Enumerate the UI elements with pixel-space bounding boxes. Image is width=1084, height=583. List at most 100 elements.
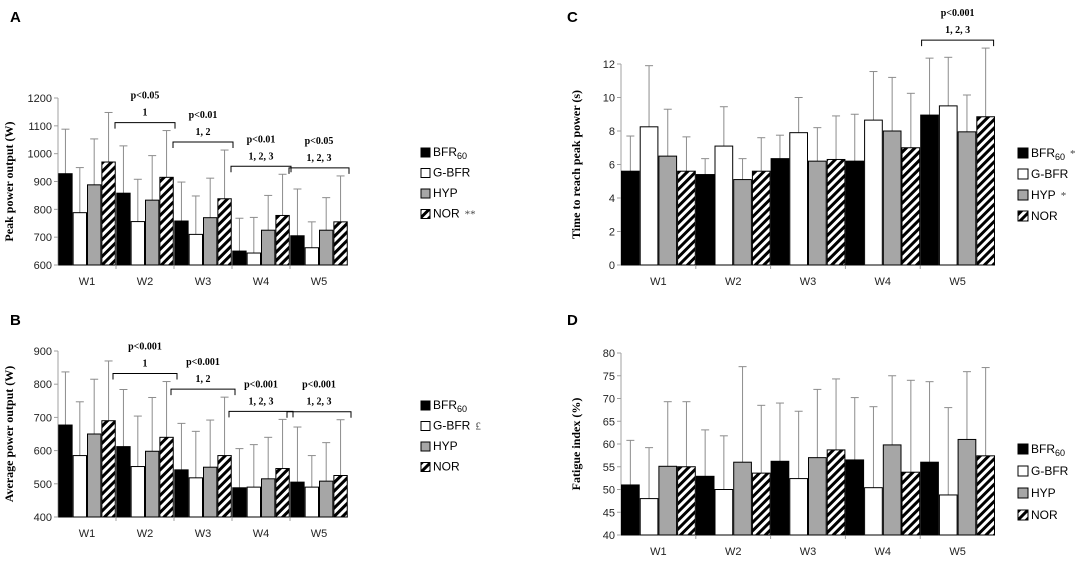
bar-hyp-w2 bbox=[733, 461, 752, 536]
x-tick-label: W2 bbox=[725, 276, 742, 288]
bar-hyp-w1 bbox=[87, 433, 102, 518]
bar-bfr60-w2 bbox=[695, 475, 715, 536]
x-tick-label: W4 bbox=[253, 276, 270, 288]
significance-groups: 1, 2, 3 bbox=[249, 151, 274, 162]
bar-nor-w5 bbox=[976, 116, 995, 266]
y-tick-label: 6 bbox=[609, 160, 615, 172]
significance-groups: 1, 2, 3 bbox=[945, 25, 970, 36]
y-tick-label: 0 bbox=[609, 260, 615, 272]
legend-label-base: BFR bbox=[433, 398, 457, 412]
bar-g-bfr-w5 bbox=[304, 247, 319, 266]
significance-bracket bbox=[286, 411, 352, 418]
bar-g-bfr-w3 bbox=[188, 477, 203, 518]
bar-nor-w3 bbox=[826, 449, 846, 536]
y-tick-label: 12 bbox=[603, 59, 615, 71]
y-tick-label: 8 bbox=[609, 126, 615, 138]
legend-label-hyp: HYP bbox=[1031, 486, 1056, 500]
significance-p-value: p<0.001 bbox=[302, 380, 336, 391]
legend-label-bfr60: BFR60 bbox=[433, 145, 467, 161]
y-tick-label: 800 bbox=[34, 379, 52, 391]
y-axis-label: Peak power output (W) bbox=[2, 121, 16, 241]
significance-bracket bbox=[228, 410, 294, 418]
legend-label-base: HYP bbox=[1031, 486, 1056, 500]
legend-label-bfr60: BFR60 bbox=[433, 398, 467, 414]
significance-p-value: p<0.01 bbox=[247, 134, 276, 145]
bar-bfr60-w5 bbox=[920, 461, 939, 536]
bar-bfr60-w3 bbox=[770, 158, 790, 266]
legend-swatch-nor bbox=[420, 209, 431, 219]
significance-groups: 1, 2, 3 bbox=[307, 153, 332, 164]
bar-bfr60-w1 bbox=[58, 424, 73, 518]
bar-bfr60-w1 bbox=[621, 484, 640, 536]
y-tick-label: 50 bbox=[603, 485, 615, 497]
significance-p-value: p<0.05 bbox=[305, 136, 334, 147]
bar-nor-w1 bbox=[101, 420, 116, 518]
bar-hyp-w4 bbox=[882, 130, 902, 266]
bar-nor-w2 bbox=[159, 436, 174, 518]
legend-swatch-bfr60 bbox=[1017, 443, 1029, 455]
bar-g-bfr-w2 bbox=[714, 489, 734, 536]
bar-hyp-w3 bbox=[808, 457, 827, 536]
x-tick-label: W1 bbox=[650, 546, 667, 558]
bar-nor-w5 bbox=[976, 455, 995, 536]
bar-hyp-w5 bbox=[957, 438, 977, 536]
y-tick-label: 2 bbox=[609, 227, 615, 239]
bar-g-bfr-w1 bbox=[72, 212, 87, 266]
bar-nor-w4 bbox=[275, 214, 290, 266]
bar-hyp-w1 bbox=[87, 184, 102, 266]
bar-g-bfr-w2 bbox=[130, 221, 145, 266]
legend-swatch-bfr60 bbox=[420, 147, 431, 158]
legend-swatch-nor bbox=[420, 462, 431, 472]
legend-label-base: NOR bbox=[433, 207, 460, 221]
bar-nor-w4 bbox=[275, 468, 290, 518]
x-tick-label: W5 bbox=[311, 528, 328, 540]
x-tick-label: W5 bbox=[949, 546, 966, 558]
legend-label-subscript: 60 bbox=[1055, 152, 1065, 162]
bar-nor-w3 bbox=[826, 158, 846, 266]
bar-g-bfr-w3 bbox=[789, 132, 808, 266]
significance-groups: 1, 2 bbox=[196, 127, 211, 138]
bar-bfr60-w5 bbox=[290, 235, 305, 266]
y-tick-label: 900 bbox=[34, 177, 52, 189]
y-tick-label: 1100 bbox=[28, 121, 52, 133]
legend-swatch-g-bfr bbox=[420, 168, 431, 178]
bar-g-bfr-w2 bbox=[714, 145, 734, 266]
x-tick-label: W1 bbox=[650, 276, 667, 288]
y-tick-label: 800 bbox=[34, 204, 52, 216]
bar-hyp-w3 bbox=[203, 217, 218, 266]
legend-label-bfr60: BFR60 * bbox=[1031, 146, 1076, 162]
x-tick-label: W2 bbox=[137, 276, 154, 288]
bar-hyp-w4 bbox=[882, 444, 902, 536]
bar-bfr60-w3 bbox=[174, 469, 189, 518]
panel-c-time-to-peak: C Time to reach peak power (s) 0 2 4 6 8 10 12 W1… bbox=[567, 8, 1076, 288]
legend-label-base: G-BFR bbox=[433, 419, 471, 433]
legend-label-base: BFR bbox=[433, 145, 457, 159]
legend-swatch-nor bbox=[1017, 210, 1029, 222]
bar-hyp-w5 bbox=[957, 131, 977, 266]
x-tick-label: W1 bbox=[79, 528, 96, 540]
bar-bfr60-w5 bbox=[920, 114, 939, 266]
legend-swatch-g-bfr bbox=[1017, 168, 1029, 180]
legend-label-base: NOR bbox=[1031, 508, 1058, 522]
bar-hyp-w2 bbox=[145, 199, 160, 266]
bar-bfr60-w4 bbox=[845, 160, 865, 266]
significance-bracket bbox=[172, 141, 234, 149]
legend-swatch-bfr60 bbox=[1017, 147, 1029, 159]
y-tick-label: 75 bbox=[603, 371, 615, 383]
y-tick-label: 65 bbox=[603, 416, 615, 428]
bar-g-bfr-w5 bbox=[938, 105, 958, 266]
x-tick-label: W5 bbox=[311, 276, 328, 288]
bar-hyp-w2 bbox=[145, 450, 160, 518]
significance-p-value: p<0.001 bbox=[186, 357, 220, 368]
legend-label-g-bfr: G-BFR bbox=[433, 166, 471, 180]
bar-hyp-w1 bbox=[658, 465, 678, 536]
x-tick-label: W2 bbox=[725, 546, 742, 558]
legend-label-base: BFR bbox=[1031, 442, 1055, 456]
legend-label-base: BFR bbox=[1031, 146, 1055, 160]
significance-bracket bbox=[170, 388, 236, 396]
y-tick-label: 500 bbox=[34, 479, 52, 491]
significance-groups: 1 bbox=[143, 359, 148, 370]
legend-label-nor: NOR ** bbox=[433, 207, 476, 221]
